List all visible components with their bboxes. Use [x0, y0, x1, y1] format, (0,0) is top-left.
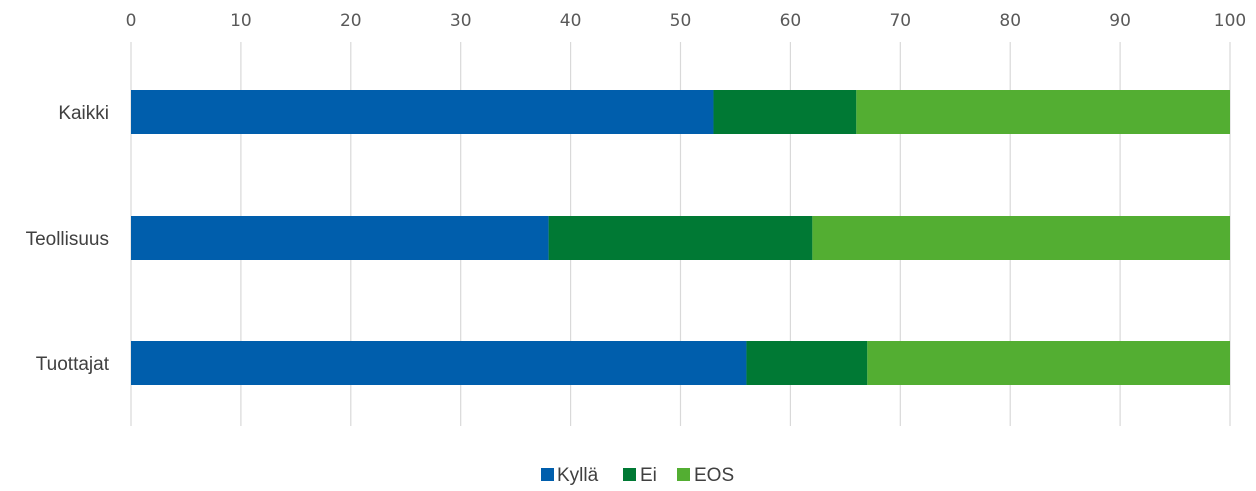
- legend-label: EOS: [694, 465, 734, 486]
- category-label: Teollisuus: [26, 229, 109, 250]
- category-label: Kaikki: [58, 103, 109, 124]
- legend-swatch-ei: [623, 468, 636, 481]
- category-labels: Kaikki Teollisuus Tuottajat: [26, 103, 110, 375]
- legend-swatch-eos: [677, 468, 690, 481]
- bar-kaikki-eos: [856, 90, 1230, 134]
- x-tick-label: 10: [230, 11, 252, 31]
- bar-teollisuus-eos: [812, 216, 1230, 260]
- bar-tuottajat-kyllä: [131, 341, 747, 385]
- legend-label: Kyllä: [557, 465, 599, 486]
- x-tick-label: 100: [1214, 11, 1246, 31]
- x-tick-label: 20: [340, 11, 362, 31]
- bar-kaikki-kyllä: [131, 90, 714, 134]
- x-tick-label: 40: [560, 11, 582, 31]
- bar-tuottajat-ei: [746, 341, 868, 385]
- x-tick-label: 60: [780, 11, 802, 31]
- bar-kaikki-ei: [713, 90, 857, 134]
- x-tick-label: 30: [450, 11, 472, 31]
- bars: [131, 90, 1230, 385]
- legend-swatch-kyllä: [541, 468, 554, 481]
- bar-teollisuus-kyllä: [131, 216, 549, 260]
- category-label: Tuottajat: [36, 354, 110, 375]
- x-tick-label: 80: [999, 11, 1021, 31]
- legend: Kyllä Ei EOS: [541, 465, 734, 486]
- x-tick-label: 50: [670, 11, 692, 31]
- bar-tuottajat-eos: [867, 341, 1230, 385]
- bar-teollisuus-ei: [548, 216, 813, 260]
- legend-label: Ei: [640, 465, 657, 486]
- x-axis-ticks: 0 10 20 30 40 50 60 70 80 90 100: [126, 11, 1247, 31]
- x-tick-label: 70: [889, 11, 911, 31]
- x-tick-label: 90: [1109, 11, 1131, 31]
- x-tick-label: 0: [126, 11, 137, 31]
